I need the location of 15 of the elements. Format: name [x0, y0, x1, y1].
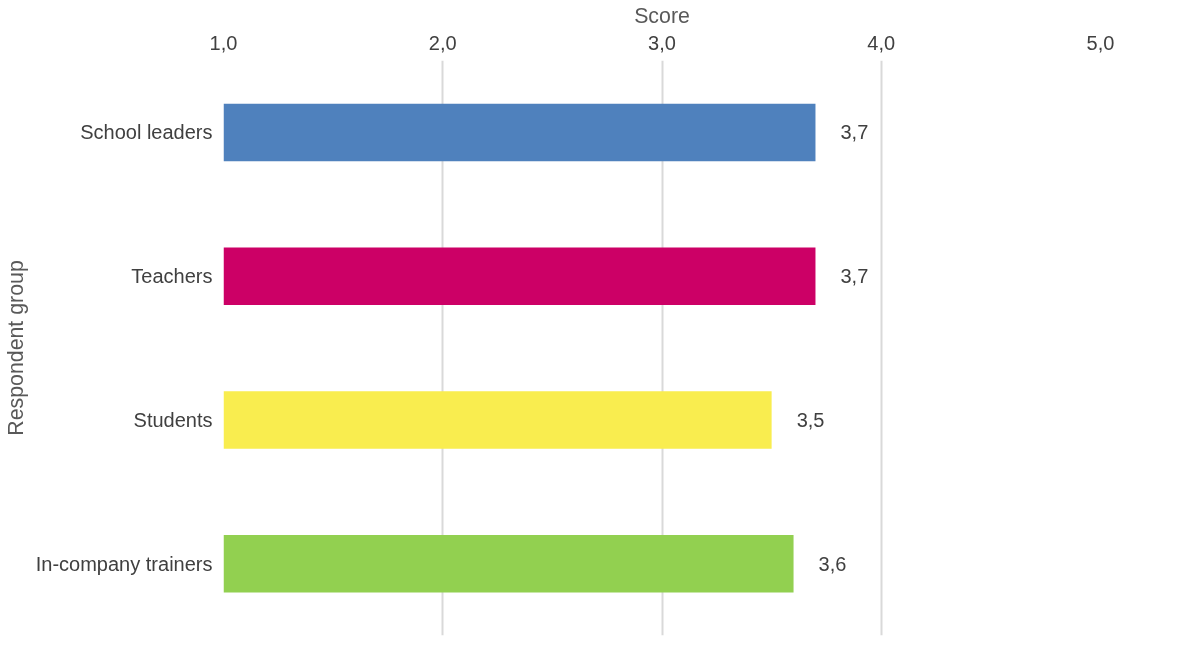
data-label: 3,6	[818, 552, 847, 575]
data-label: 3,7	[840, 265, 869, 288]
y-tick-label: Teachers	[131, 265, 213, 288]
x-tick-label: 4,0	[867, 31, 896, 54]
data-label: 3,7	[840, 121, 869, 144]
x-tick-label: 3,0	[648, 31, 676, 54]
x-axis-title: Score	[634, 3, 690, 28]
y-tick-label: Students	[133, 408, 213, 431]
x-tick-label: 5,0	[1086, 31, 1115, 54]
y-axis-title: Respondent group	[3, 260, 28, 436]
y-tick-label: School leaders	[80, 121, 213, 144]
data-label: 3,5	[796, 408, 825, 431]
x-tick-label: 1,0	[209, 31, 238, 54]
y-tick-label: In-company trainers	[35, 552, 213, 575]
x-tick-label: 2,0	[428, 31, 457, 54]
